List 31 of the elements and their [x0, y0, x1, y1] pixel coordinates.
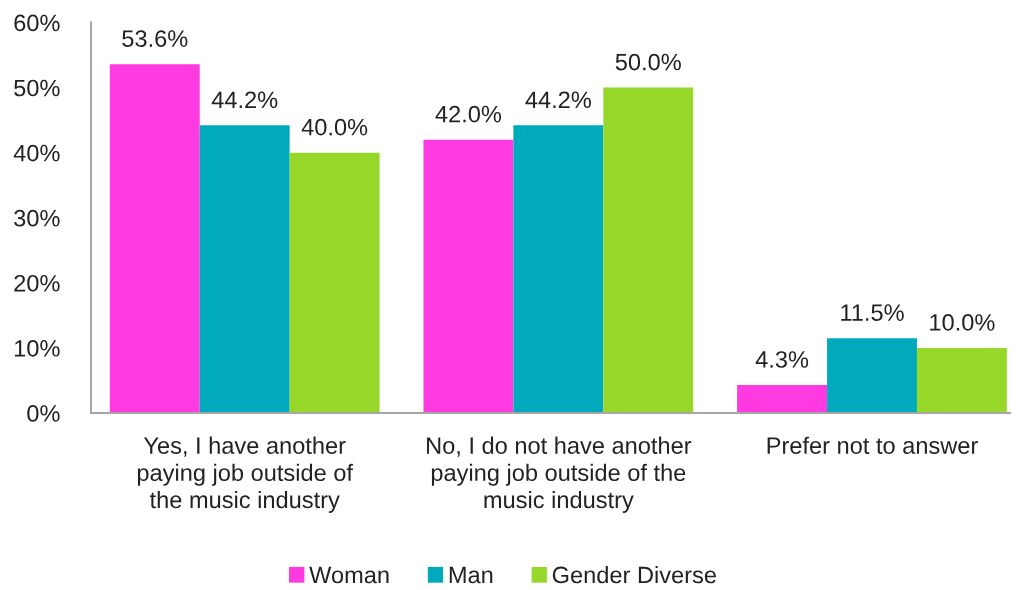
legend-label: Gender Diverse — [552, 565, 716, 584]
bar — [513, 125, 604, 413]
bar — [199, 125, 290, 413]
bar — [916, 347, 1007, 413]
y-tick-label: 0% — [27, 405, 60, 422]
data-label: 11.5% — [841, 304, 904, 321]
data-label: 4.3% — [755, 351, 809, 368]
x-tick-label: No, I do not have another paying job outside of the music industry — [427, 436, 692, 513]
x-tick-label: Prefer not to answer — [767, 436, 978, 454]
y-tick-label: 40% — [13, 144, 60, 162]
x-tick-label: Yes, I have another paying job outside of the music industry — [137, 436, 354, 513]
y-tick-label: 60% — [14, 14, 60, 32]
data-label: 44.2% — [211, 91, 278, 109]
data-label: 42.0% — [435, 105, 502, 123]
data-label: 40.0% — [301, 118, 368, 136]
bar — [423, 139, 514, 413]
bar — [603, 87, 694, 413]
data-label: 44.2% — [525, 91, 591, 109]
data-label: 50.0% — [615, 53, 681, 71]
y-tick-label: 10% — [14, 339, 60, 357]
bar — [827, 338, 917, 413]
bar — [737, 385, 828, 413]
legend-label: Man — [449, 566, 493, 584]
y-tick-label: 50% — [14, 79, 60, 97]
bar — [289, 152, 380, 413]
y-tick-label: 30% — [14, 209, 60, 227]
legend-label: Woman — [309, 566, 389, 584]
y-tick-label: 20% — [14, 274, 60, 292]
data-label: 10.0% — [930, 314, 995, 331]
bar — [109, 64, 200, 413]
data-label: 53.6% — [122, 30, 188, 47]
